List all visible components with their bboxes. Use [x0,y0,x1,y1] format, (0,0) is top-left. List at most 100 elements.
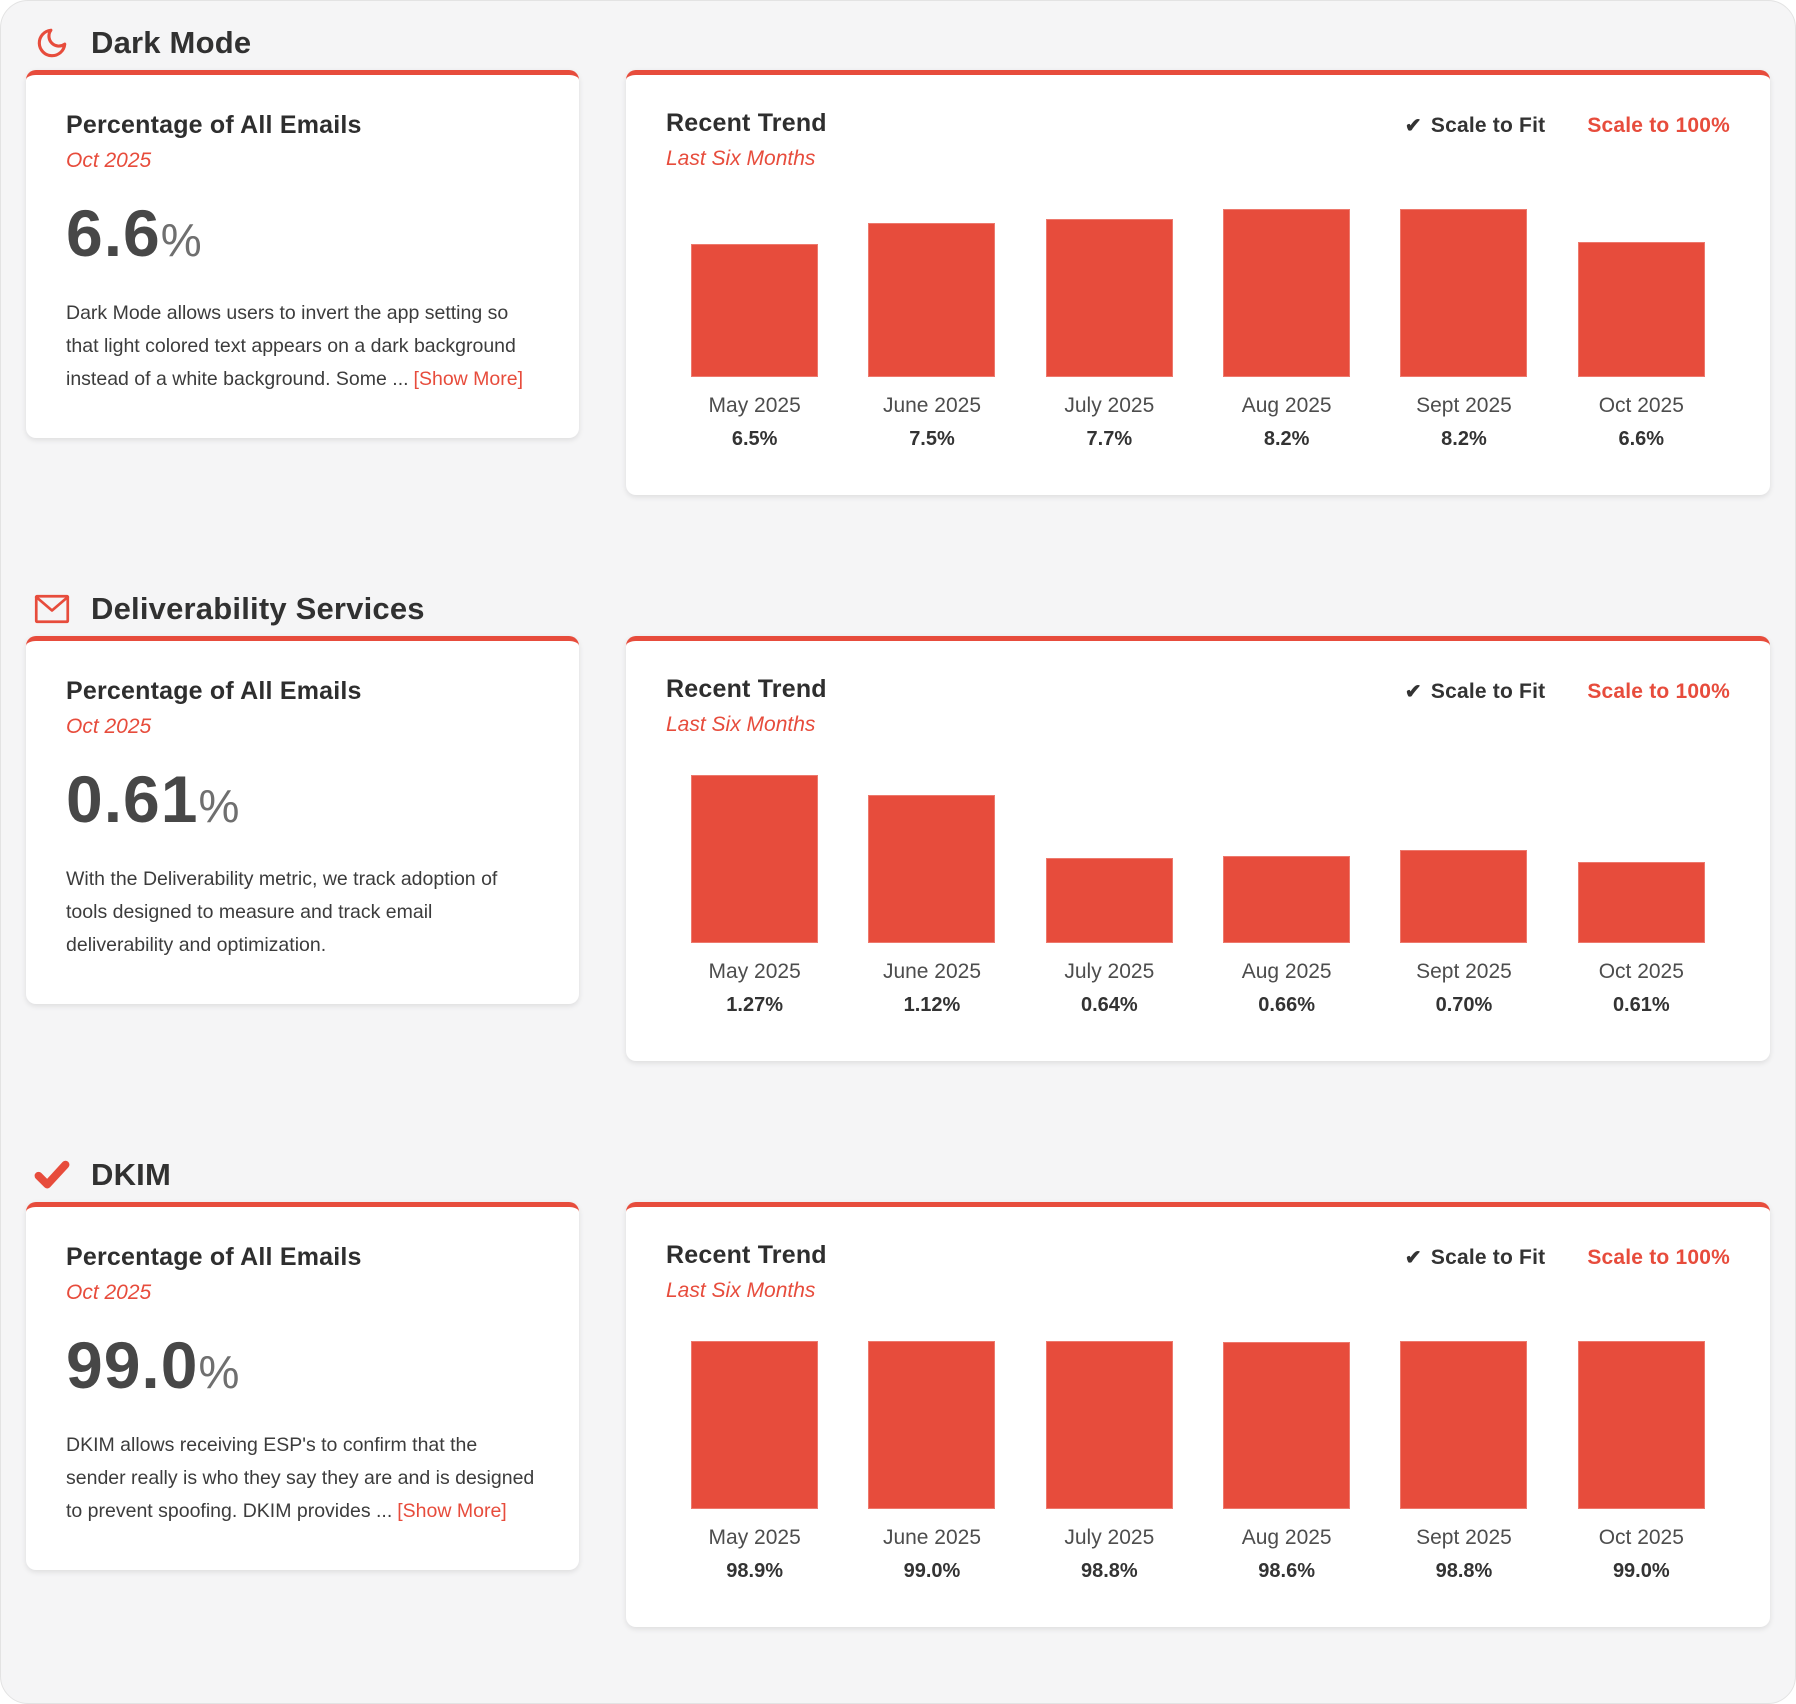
stat-description-text: Dark Mode allows users to invert the app… [66,302,516,391]
scale-to-fit-button[interactable]: ✔ Scale to Fit [1405,679,1545,704]
section-title: DKIM [91,1157,172,1192]
month-label: Sept 2025 [1416,1526,1512,1549]
stat-card: Percentage of All Emails Oct 2025 99.0% … [26,1202,579,1571]
scale-to-100-button[interactable]: Scale to 100% [1587,113,1730,137]
section-title: Deliverability Services [91,591,425,626]
month-label: Sept 2025 [1416,394,1512,417]
stat-period: Oct 2025 [66,1281,152,1304]
trend-heading: Recent Trend [666,1241,827,1269]
stat-card: Percentage of All Emails Oct 2025 0.61% … [26,636,579,1005]
value-label: 0.66% [1258,994,1315,1016]
trend-card: Recent Trend Last Six Months ✔ Scale to F… [626,636,1770,1061]
trend-subheading: Last Six Months [666,1279,816,1302]
bar [1045,219,1173,377]
trend-subheading: Last Six Months [666,147,816,170]
scale-to-100-button[interactable]: Scale to 100% [1587,1245,1730,1269]
stat-value: 99.0% [66,1327,539,1403]
chart-column: June 2025 99.0% [843,1341,1020,1583]
bar [1400,209,1528,377]
bar [1045,1341,1173,1509]
stat-value-unit: % [160,214,202,266]
month-label: June 2025 [882,394,982,417]
stat-heading: Percentage of All Emails [66,677,362,705]
month-label: July 2025 [1064,1526,1155,1549]
stat-heading: Percentage of All Emails [66,1243,362,1271]
chart-column: Sept 2025 98.8% [1375,1341,1552,1583]
stat-heading: Percentage of All Emails [66,111,362,139]
value-label: 8.2% [1263,428,1310,450]
trend-card: Recent Trend Last Six Months ✔ Scale to F… [626,1202,1770,1627]
stat-value: 6.6% [66,195,539,271]
value-label: 8.2% [1441,428,1487,450]
bar-chart: May 2025 1.27% June 2025 1.12% July 2025 0.64… [666,775,1730,1017]
chart-column: June 2025 1.12% [843,775,1020,1017]
trend-heading: Recent Trend [666,675,827,703]
chart-column: June 2025 7.5% [843,209,1020,451]
month-label: Aug 2025 [1241,394,1332,417]
stat-card: Percentage of All Emails Oct 2025 6.6% D… [26,70,579,439]
value-label: 0.61% [1612,994,1670,1016]
show-more-link[interactable]: [Show More] [397,1500,507,1523]
value-label: 7.5% [909,428,955,450]
scale-to-fit-label: Scale to Fit [1430,1245,1546,1269]
check-icon [33,1159,71,1191]
value-label: 99.0% [903,1560,961,1582]
chart-column: Oct 2025 99.0% [1553,1341,1730,1583]
section-dark-mode: Dark Mode Percentage of All Emails Oct 2… [26,25,1770,495]
month-label: May 2025 [708,960,801,983]
scale-to-fit-button[interactable]: ✔ Scale to Fit [1405,113,1545,138]
chart-column: Aug 2025 0.66% [1198,775,1375,1017]
section-header: DKIM [26,1157,1770,1193]
bar [1577,1341,1705,1509]
scale-fit-check-icon: ✔ [1404,1247,1422,1269]
bar [1400,850,1528,943]
bar [868,794,996,943]
value-label: 98.8% [1080,1560,1138,1582]
month-label: June 2025 [882,1526,982,1549]
value-label: 99.0% [1612,1560,1670,1582]
bar [1223,855,1351,943]
chart-column: May 2025 1.27% [666,775,843,1017]
chart-column: Aug 2025 8.2% [1198,209,1375,451]
trend-heading: Recent Trend [666,109,827,137]
bar [868,1341,996,1509]
scale-to-fit-button[interactable]: ✔ Scale to Fit [1405,1245,1545,1270]
month-label: Sept 2025 [1416,960,1512,983]
section-deliverability-services: Deliverability Services Percentage of Al… [26,591,1770,1061]
month-label: May 2025 [708,1526,801,1549]
stat-period: Oct 2025 [66,149,152,172]
bar [691,243,819,377]
month-label: May 2025 [708,394,801,417]
chart-column: Sept 2025 8.2% [1375,209,1552,451]
stat-description: With the Deliverability metric, we track… [66,863,539,962]
chart-column: May 2025 6.5% [666,209,843,451]
month-label: July 2025 [1064,394,1155,417]
bar [691,1341,819,1509]
chart-column: Oct 2025 0.61% [1553,775,1730,1017]
month-label: July 2025 [1064,960,1155,983]
month-label: June 2025 [882,960,982,983]
bar-chart: May 2025 6.5% June 2025 7.5% July 2025 7.7% Au… [666,209,1730,451]
stat-value-number: 0.61 [66,762,199,836]
scale-fit-check-icon: ✔ [1404,681,1422,703]
stat-value-number: 6.6 [66,196,161,270]
section-header: Deliverability Services [26,591,1770,627]
value-label: 98.8% [1435,1560,1493,1582]
value-label: 98.6% [1258,1560,1315,1582]
trend-subheading: Last Six Months [666,713,816,736]
scale-controls: ✔ Scale to Fit Scale to 100% [1405,109,1730,138]
chart-column: Aug 2025 98.6% [1198,1341,1375,1583]
bar [868,223,996,377]
value-label: 0.70% [1435,994,1493,1016]
chart-column: July 2025 98.8% [1021,1341,1198,1583]
stat-value-number: 99.0 [66,1328,199,1402]
section-title: Dark Mode [91,25,252,60]
scale-to-100-button[interactable]: Scale to 100% [1587,679,1730,703]
show-more-link[interactable]: [Show More] [413,368,524,391]
value-label: 0.64% [1080,994,1138,1016]
scale-controls: ✔ Scale to Fit Scale to 100% [1405,1241,1730,1270]
value-label: 98.9% [726,1560,784,1582]
month-label: Oct 2025 [1598,394,1684,417]
month-label: Aug 2025 [1241,960,1332,983]
